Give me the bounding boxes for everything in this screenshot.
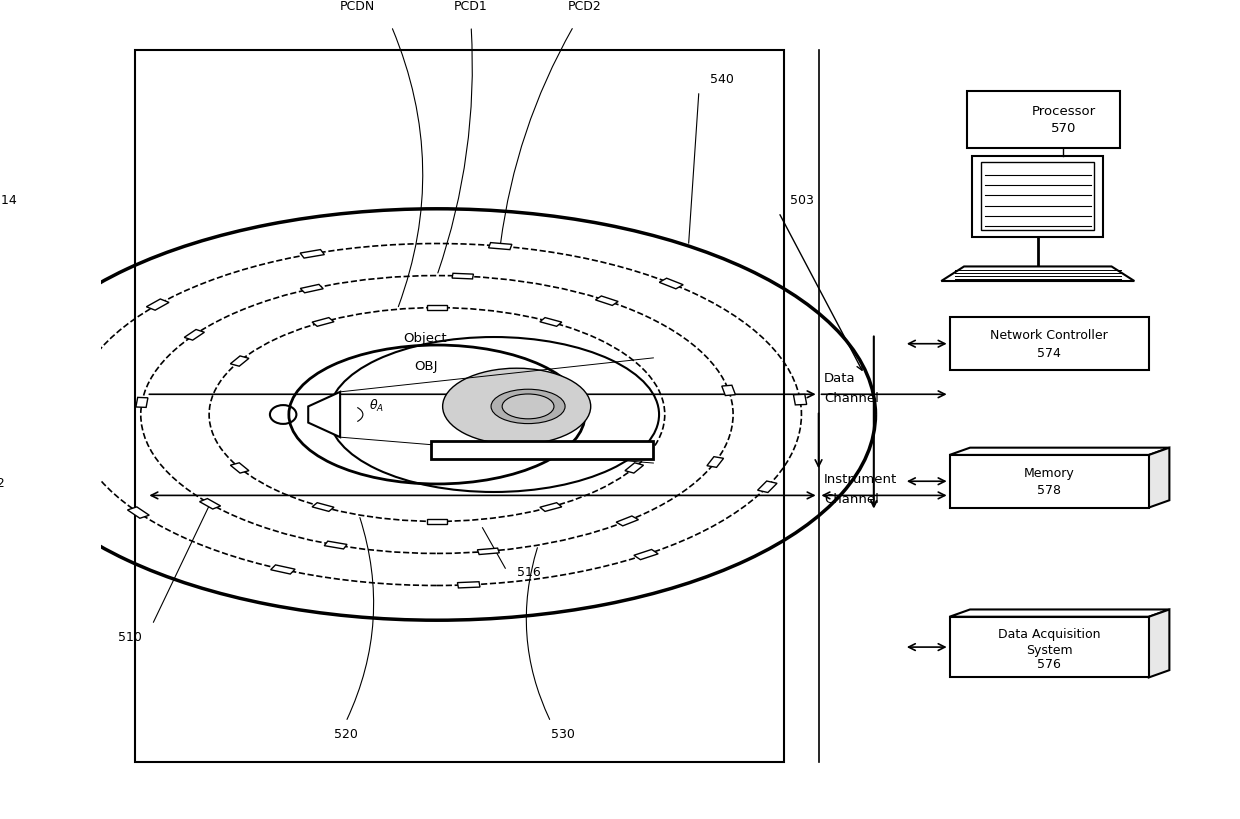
Polygon shape: [950, 448, 1169, 455]
Text: 516: 516: [517, 566, 541, 579]
Text: Network Controller: Network Controller: [991, 329, 1109, 342]
Bar: [950, 318, 1149, 370]
Text: Channel: Channel: [825, 494, 879, 506]
Text: PCDN: PCDN: [340, 0, 374, 13]
Text: Instrument: Instrument: [825, 473, 898, 486]
Polygon shape: [128, 507, 149, 518]
Polygon shape: [722, 385, 735, 396]
Bar: [432, 441, 653, 459]
Polygon shape: [200, 499, 221, 509]
Text: Data: Data: [825, 372, 856, 385]
Ellipse shape: [491, 389, 565, 423]
Polygon shape: [595, 296, 619, 305]
Polygon shape: [312, 318, 334, 326]
Text: 510: 510: [118, 631, 141, 644]
Polygon shape: [453, 274, 474, 279]
Polygon shape: [539, 318, 562, 326]
Polygon shape: [312, 503, 334, 511]
Polygon shape: [458, 581, 480, 588]
Text: 530: 530: [551, 728, 574, 741]
Text: 574: 574: [1038, 347, 1061, 360]
Text: PCD2: PCD2: [568, 0, 601, 13]
Text: Channel: Channel: [825, 392, 879, 405]
Bar: [950, 617, 1149, 677]
Polygon shape: [660, 278, 683, 289]
Polygon shape: [539, 503, 562, 511]
Text: 512: 512: [0, 477, 5, 491]
Polygon shape: [758, 481, 777, 492]
Bar: [967, 91, 1121, 147]
Polygon shape: [634, 550, 658, 559]
Text: OBJ: OBJ: [414, 360, 438, 373]
Text: 514: 514: [0, 194, 16, 207]
Text: System: System: [1025, 644, 1073, 657]
Polygon shape: [300, 284, 324, 293]
Bar: [135, 51, 785, 762]
Text: Processor: Processor: [1032, 105, 1095, 118]
Polygon shape: [625, 463, 644, 473]
Text: Memory: Memory: [1024, 467, 1075, 480]
Polygon shape: [707, 457, 724, 468]
Ellipse shape: [443, 369, 590, 445]
Bar: [972, 156, 1104, 237]
Polygon shape: [71, 379, 86, 391]
Bar: [950, 455, 1149, 508]
Text: Data Acquisition: Data Acquisition: [998, 628, 1100, 641]
Text: 576: 576: [1038, 658, 1061, 672]
Polygon shape: [477, 548, 500, 554]
Polygon shape: [428, 305, 446, 310]
Text: Object: Object: [404, 332, 448, 345]
Polygon shape: [794, 394, 807, 405]
Polygon shape: [950, 609, 1169, 617]
Polygon shape: [1149, 609, 1169, 677]
Polygon shape: [428, 519, 446, 524]
Polygon shape: [1149, 448, 1169, 508]
Polygon shape: [136, 397, 148, 407]
Polygon shape: [231, 463, 249, 473]
Text: 578: 578: [1037, 485, 1061, 497]
Text: 503: 503: [790, 194, 813, 207]
Polygon shape: [270, 565, 295, 574]
Polygon shape: [146, 299, 169, 310]
Text: PCD1: PCD1: [454, 0, 489, 13]
Polygon shape: [616, 516, 639, 526]
Text: 570: 570: [1050, 122, 1076, 135]
Polygon shape: [231, 356, 249, 366]
Ellipse shape: [502, 394, 554, 419]
Bar: [981, 162, 1094, 230]
Text: 540: 540: [711, 73, 734, 86]
Text: $\theta_A$: $\theta_A$: [368, 398, 383, 414]
Polygon shape: [489, 242, 512, 250]
Polygon shape: [941, 266, 1135, 281]
Polygon shape: [300, 250, 325, 258]
Polygon shape: [309, 391, 340, 437]
Text: 520: 520: [335, 728, 358, 741]
Polygon shape: [324, 541, 347, 549]
Polygon shape: [185, 329, 205, 340]
